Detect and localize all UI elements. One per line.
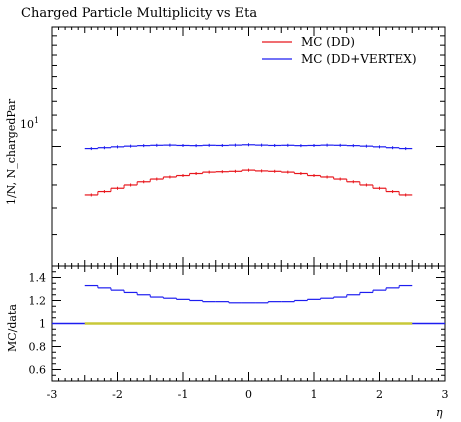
legend-label-mc-dd: MC (DD) bbox=[301, 35, 355, 49]
ratio-y-tick-label: 1.4 bbox=[29, 272, 47, 285]
ratio-ylabel: MC/data bbox=[6, 304, 19, 352]
chart-title: Charged Particle Multiplicity vs Eta bbox=[21, 6, 257, 21]
legend-label-mc-dd-vertex: MC (DD+VERTEX) bbox=[301, 52, 417, 66]
x-axis-label: η bbox=[436, 406, 443, 419]
main-ytick-exponent: 1 bbox=[34, 116, 39, 125]
main-ytick-base: 10 bbox=[20, 118, 34, 131]
x-tick-label: 3 bbox=[442, 388, 449, 401]
ratio-y-tick-label: 1 bbox=[39, 318, 46, 331]
main-ytick-label-10: 101 bbox=[20, 116, 39, 131]
x-tick-label: 2 bbox=[376, 388, 383, 401]
ratio-y-tick-label: 1.2 bbox=[29, 295, 47, 308]
x-tick-label: -2 bbox=[112, 388, 123, 401]
legend: MC (DD) MC (DD+VERTEX) bbox=[262, 35, 417, 66]
main-ylabel: 1/N, N_chargedPar bbox=[5, 98, 18, 205]
axis-ticks bbox=[51, 26, 446, 382]
x-tick-label: -3 bbox=[47, 388, 58, 401]
x-tick-label: 0 bbox=[245, 388, 252, 401]
ratio-series-group bbox=[52, 284, 445, 325]
ratio-y-tick-label: 0.8 bbox=[29, 341, 47, 354]
ratio-y-tick-label: 0.6 bbox=[29, 364, 47, 377]
x-tick-label: 1 bbox=[311, 388, 318, 401]
tick-labels: -3 -2 -1 0 1 2 3 0.6 0.8 1 1.2 1.4 bbox=[29, 272, 449, 402]
main-series-group bbox=[84, 143, 413, 197]
x-tick-label: -1 bbox=[178, 388, 189, 401]
